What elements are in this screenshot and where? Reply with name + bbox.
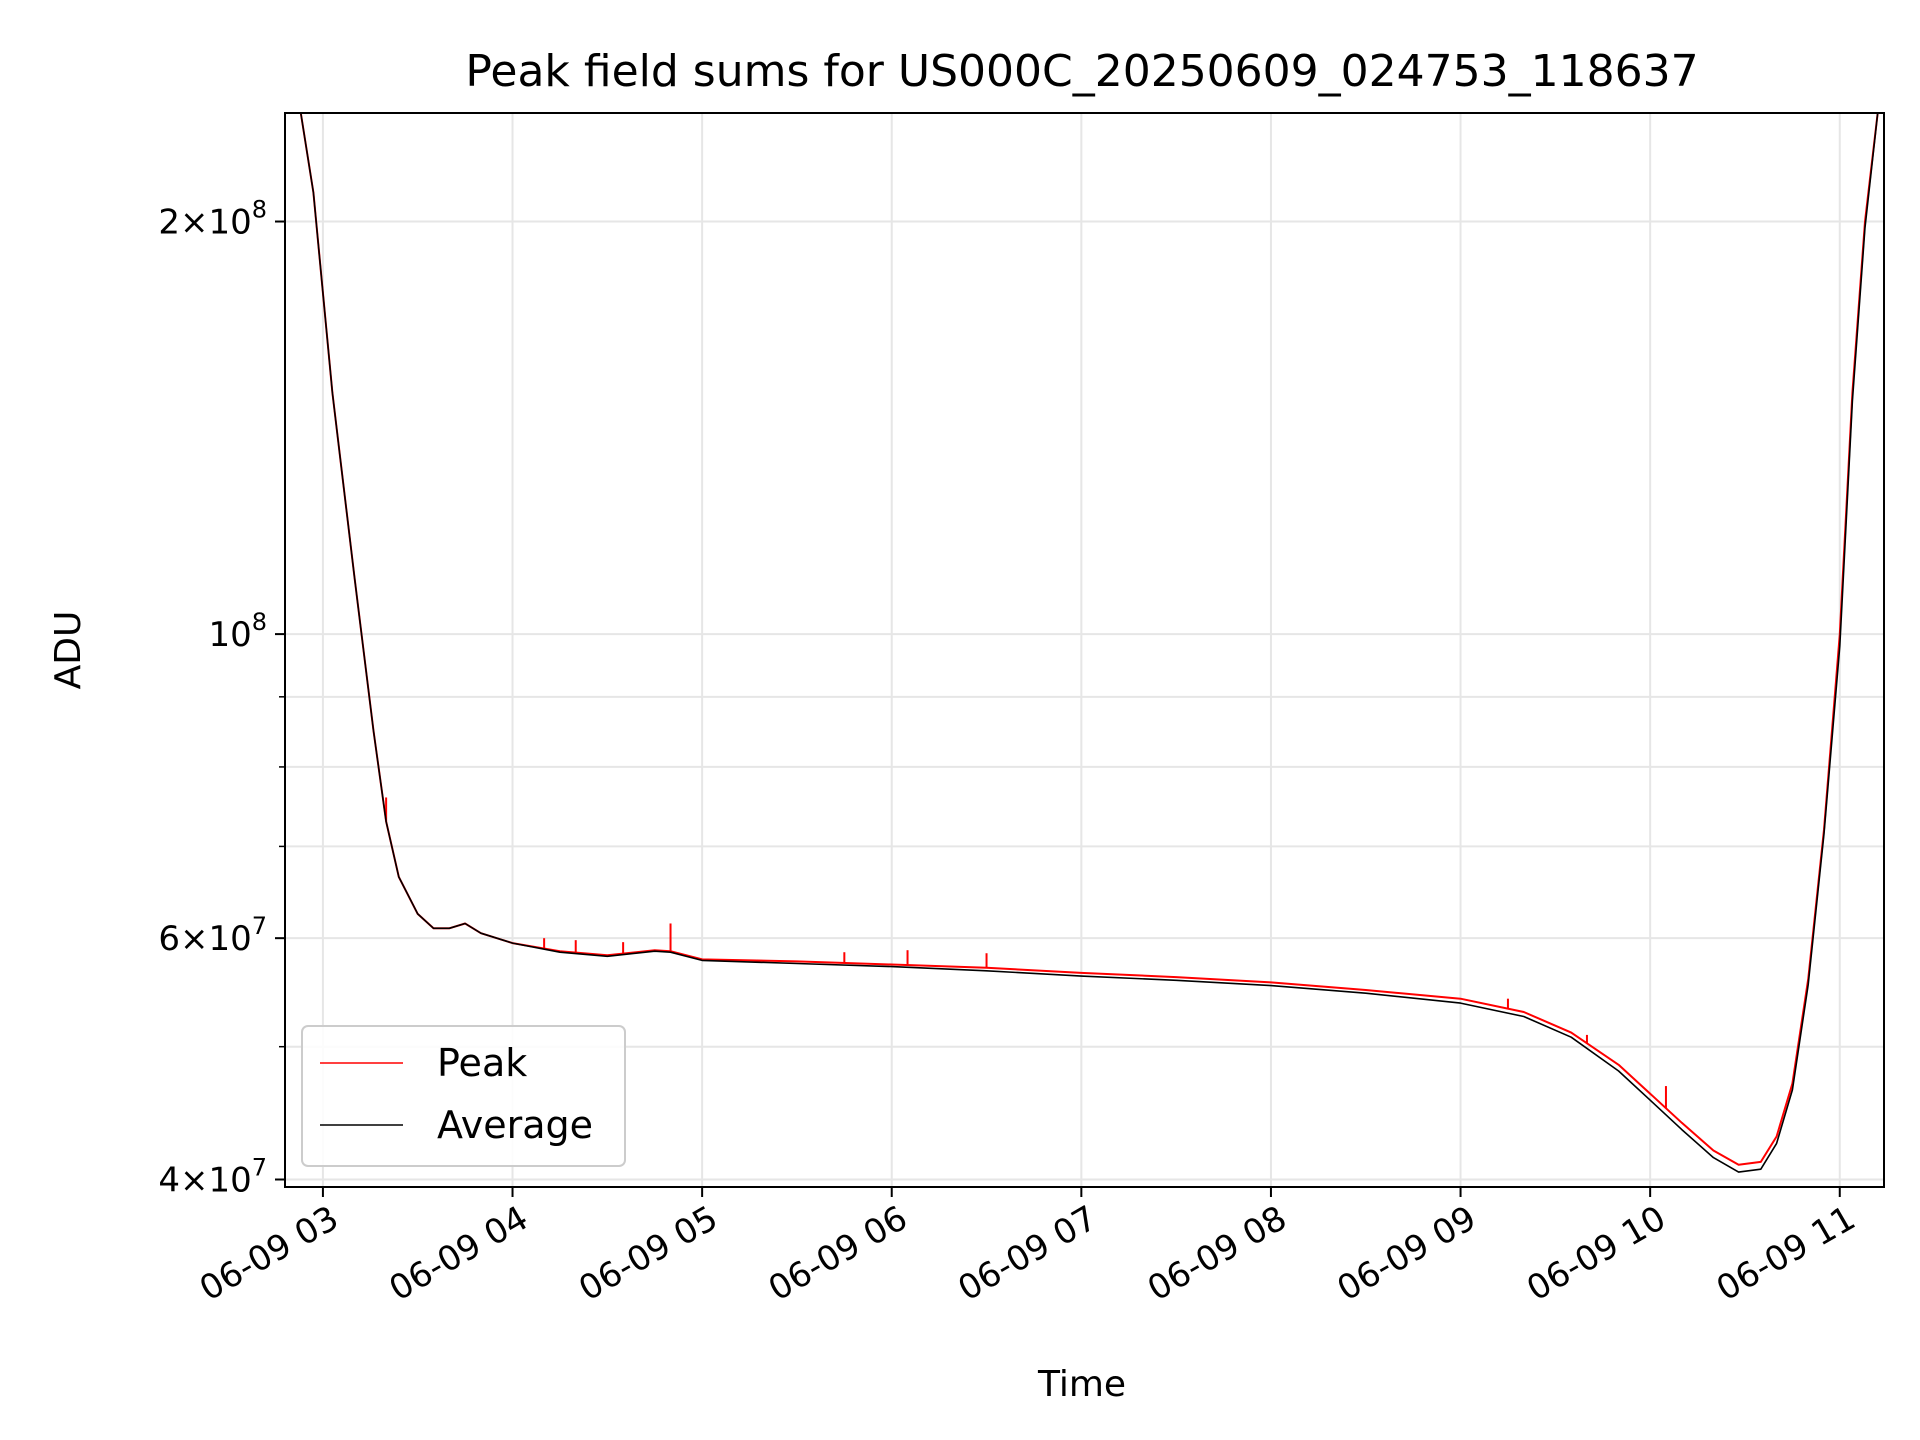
chart-title: Peak field sums for US000C_20250609_0247… <box>465 46 1698 97</box>
y-tick-exponent: 7 <box>252 1154 267 1182</box>
y-tick-label: 4×107 <box>158 1154 267 1201</box>
y-tick-exponent: 8 <box>252 196 267 224</box>
y-tick-base: 10 <box>208 919 251 959</box>
series-layer <box>299 113 1879 1173</box>
y-tick-label: 6×107 <box>158 912 267 959</box>
y-tick-label: 108 <box>208 608 267 655</box>
legend-label-peak: Peak <box>437 1041 527 1085</box>
grid-lines <box>285 113 1884 1187</box>
y-axis-title: ADU <box>48 611 89 690</box>
x-axis-title: Time <box>1037 1364 1126 1405</box>
y-tick-exponent: 7 <box>252 912 267 940</box>
legend-box <box>301 1025 626 1167</box>
legend: Peak Average <box>301 1025 626 1167</box>
series-line-average <box>300 113 1879 1173</box>
y-tick-base: 10 <box>208 203 251 243</box>
y-tick-base: 10 <box>208 615 251 655</box>
y-tick-mantissa: 4× <box>158 1161 208 1201</box>
y-tick-mantissa: 2× <box>158 203 208 243</box>
y-tick-base: 10 <box>208 1161 251 1201</box>
y-tick-exponent: 8 <box>252 608 267 636</box>
legend-label-average: Average <box>437 1103 593 1147</box>
y-tick-label: 2×108 <box>158 196 267 243</box>
y-tick-mantissa: 6× <box>158 919 208 959</box>
plot-frame <box>284 112 1885 1188</box>
